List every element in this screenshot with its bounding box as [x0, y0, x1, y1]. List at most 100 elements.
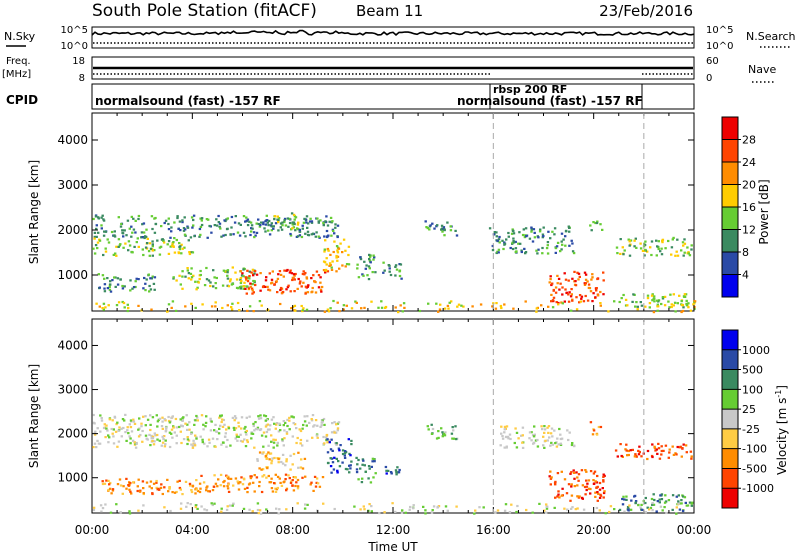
data-cell [368, 503, 371, 506]
data-cell [312, 489, 315, 492]
data-cell [580, 297, 583, 300]
data-cell [246, 439, 249, 442]
data-cell [443, 434, 447, 437]
data-cell [294, 272, 297, 276]
data-cell [283, 437, 286, 440]
data-cell [220, 235, 223, 238]
data-cell [285, 460, 288, 463]
data-cell [675, 495, 678, 498]
data-cell [533, 425, 536, 428]
data-cell [568, 291, 571, 294]
data-cell [270, 459, 274, 462]
data-cell [638, 445, 641, 448]
data-cell [674, 254, 677, 257]
data-cell [285, 489, 288, 492]
data-cell [236, 301, 240, 305]
cpid-segment-1: normalsound (fast) -157 RF [95, 94, 281, 108]
data-cell [543, 425, 546, 428]
data-cell [636, 305, 639, 308]
data-cell [267, 288, 270, 291]
data-cell [302, 307, 305, 310]
data-cell [245, 285, 248, 288]
data-cell [623, 498, 626, 501]
data-cell [369, 261, 372, 264]
data-cell [267, 451, 270, 454]
data-cell [167, 303, 171, 306]
data-cell [387, 264, 390, 267]
data-cell [257, 222, 260, 226]
data-cell [383, 511, 386, 514]
colorbar-swatch [722, 117, 738, 140]
data-cell [234, 437, 237, 440]
data-cell [103, 423, 106, 426]
data-cell [585, 470, 588, 473]
data-cell [455, 234, 459, 237]
data-cell [496, 239, 499, 242]
data-cell [248, 220, 251, 223]
data-cell [640, 503, 643, 506]
data-cell [638, 450, 641, 454]
data-cell [497, 238, 501, 241]
data-cell [301, 224, 304, 227]
data-cell [300, 304, 303, 308]
data-cell [253, 429, 256, 432]
data-cell [252, 424, 255, 428]
data-cell [289, 454, 292, 457]
data-cell [329, 253, 332, 256]
data-cell [592, 482, 596, 485]
data-cell [189, 272, 193, 275]
data-cell [288, 416, 291, 419]
data-cell [322, 417, 326, 421]
data-cell [117, 440, 121, 443]
data-cell [374, 271, 377, 274]
data-cell [594, 480, 597, 483]
data-cell [355, 471, 359, 474]
data-cell [690, 504, 693, 507]
data-cell [226, 505, 229, 508]
data-cell [249, 475, 252, 478]
data-cell [142, 492, 145, 495]
data-cell [599, 425, 603, 429]
data-cell [93, 433, 97, 436]
data-cell [651, 299, 654, 302]
data-cell [589, 487, 592, 491]
colorbar-swatch [722, 428, 738, 449]
data-cell [452, 429, 455, 432]
data-cell [378, 512, 381, 515]
data-cell [316, 424, 319, 427]
data-cell [446, 221, 449, 224]
data-cell [557, 443, 560, 446]
data-cell [153, 276, 157, 279]
data-cell [650, 294, 654, 297]
data-cell [259, 414, 262, 417]
data-cell [335, 457, 338, 460]
data-cell [148, 485, 151, 488]
data-cell [331, 220, 334, 223]
data-cell [289, 269, 292, 272]
data-cell [255, 476, 259, 479]
data-cell [218, 222, 222, 225]
data-cell [573, 477, 576, 480]
data-cell [682, 495, 685, 498]
data-cell [207, 279, 211, 282]
data-cell [236, 439, 239, 442]
data-cell [244, 425, 247, 429]
data-cell [693, 302, 696, 305]
data-cell [572, 252, 576, 255]
y-tick-label: 4000 [57, 338, 88, 352]
data-cell [277, 430, 281, 433]
data-cell [305, 221, 308, 224]
data-cell [519, 242, 522, 245]
data-cell [114, 285, 117, 288]
data-cell [276, 444, 279, 447]
data-cell [209, 284, 212, 288]
data-cell [270, 225, 273, 228]
data-cell [93, 231, 97, 234]
data-cell [598, 496, 602, 499]
data-cell [567, 300, 571, 303]
data-cell [214, 482, 218, 485]
data-cell [231, 302, 234, 305]
data-cell [125, 439, 128, 442]
data-cell [693, 300, 697, 303]
data-cell [304, 475, 307, 478]
